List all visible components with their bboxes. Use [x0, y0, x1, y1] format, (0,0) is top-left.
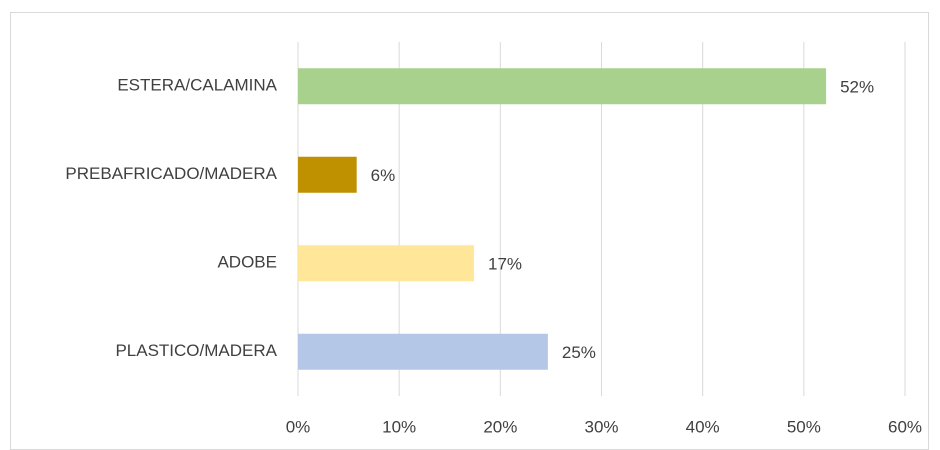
- x-tick-label: 60%: [888, 417, 922, 436]
- bar: [298, 68, 827, 105]
- bar: [298, 333, 548, 370]
- data-label: 17%: [488, 255, 522, 274]
- x-tick-label: 10%: [382, 417, 416, 436]
- x-tick-label: 0%: [286, 417, 311, 436]
- data-label: 52%: [840, 78, 874, 97]
- y-tick-label: PREBAFRICADO/MADERA: [65, 164, 277, 183]
- data-label: 6%: [371, 166, 396, 185]
- bar: [298, 156, 357, 193]
- data-label: 25%: [562, 343, 596, 362]
- x-tick-label: 20%: [483, 417, 517, 436]
- y-tick-label: ADOBE: [217, 253, 277, 272]
- x-tick-label: 30%: [584, 417, 618, 436]
- bar: [298, 245, 475, 282]
- y-tick-label: ESTERA/CALAMINA: [117, 76, 277, 95]
- x-tick-label: 40%: [686, 417, 720, 436]
- y-tick-label: PLASTICO/MADERA: [115, 341, 277, 360]
- x-tick-label: 50%: [787, 417, 821, 436]
